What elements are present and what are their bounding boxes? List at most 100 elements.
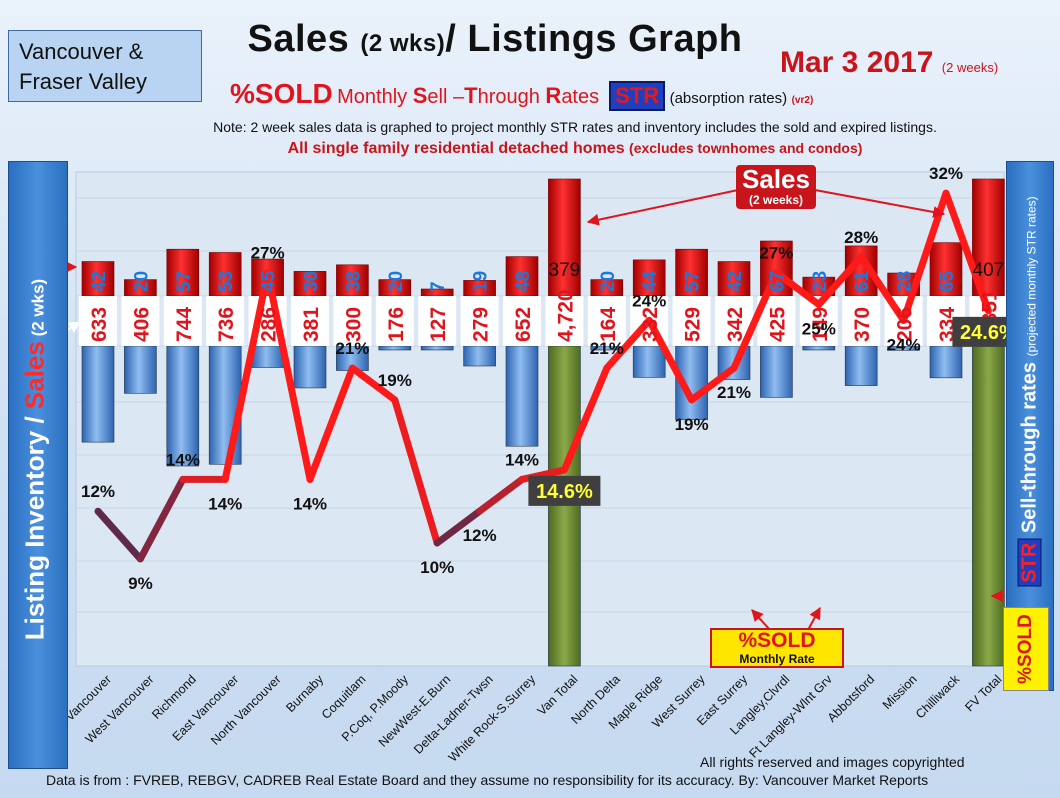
total-sales-label: 379: [549, 260, 581, 281]
sold-percent-label: 24%: [632, 291, 666, 310]
sales-label: 53: [216, 271, 237, 292]
sold-percent-label: 14%: [293, 494, 327, 513]
region-line-1: Vancouver &: [19, 39, 144, 64]
sales-bar: [293, 271, 327, 297]
sold-percent-label: 21%: [590, 339, 624, 358]
inventory-label-box: [545, 296, 584, 346]
sales-label: 48: [513, 271, 534, 292]
inventory-bar: [760, 345, 793, 398]
str-badge: STR: [609, 81, 666, 111]
sales-bar: [717, 261, 751, 297]
inventory-label-box: [333, 296, 372, 346]
sold-percent-label: 10%: [420, 558, 454, 577]
inventory-bar: [505, 345, 539, 447]
sold-percent-label: 21%: [717, 383, 751, 402]
sold-line-segment: [476, 475, 526, 515]
inventory-label-box: [587, 296, 626, 346]
sales-callout-arrow-right: [814, 189, 946, 218]
inventory-bar: [124, 345, 157, 394]
sales-label: 38: [343, 271, 364, 292]
inventory-bar: [208, 345, 242, 465]
inventory-label-box: [375, 296, 414, 346]
sold-percent-label: 12%: [463, 526, 497, 545]
sales-bar: [208, 252, 242, 297]
sales-bar: [929, 242, 963, 297]
sold-subtitle: %SOLD Monthly Sell –Through Rates STR (ab…: [230, 78, 814, 111]
inventory-label-box: [291, 296, 329, 346]
category-label: Mission: [880, 672, 920, 712]
sales-bar: [166, 248, 200, 297]
sold-line-segment: [603, 316, 653, 372]
sales-label: 23: [810, 271, 831, 292]
bars-layer: [79, 178, 1008, 667]
sold-percent-label: 14%: [505, 450, 539, 469]
copyright-text: All rights reserved and images copyright…: [700, 754, 965, 770]
sold-percent-label: 32%: [929, 164, 963, 183]
inventory-label-box: [121, 296, 160, 346]
inventory-bar: [632, 345, 666, 378]
right-axis-label: STR Sell-through rates (projected monthl…: [1017, 142, 1042, 642]
sales-bar: [675, 248, 708, 297]
legend-arrow-right: [807, 606, 821, 631]
sales-label: 19: [471, 271, 492, 292]
sales-label: 30: [301, 271, 322, 292]
sold-line-segment: [306, 364, 356, 483]
sales-label: 57: [174, 271, 195, 292]
sold-line-segment: [94, 507, 144, 563]
sold-percent-label: 27%: [251, 244, 285, 263]
inventory-label: 127: [427, 307, 450, 342]
total-sold-label: 24.6%: [960, 322, 1017, 344]
left-axis-label: Listing Inventory / Sales (2 wks): [19, 278, 50, 641]
inventory-label-box: [460, 296, 499, 346]
sold-percent-label: 14%: [166, 450, 200, 469]
sold-percent-label: 19%: [378, 371, 412, 390]
inventory-bar: [378, 345, 412, 351]
inventory-label: 206: [894, 307, 917, 342]
inventory-bar: [251, 345, 284, 368]
note-text: Note: 2 week sales data is graphed to pr…: [213, 119, 937, 135]
inventory-label: 286: [258, 307, 281, 342]
gridlines: [76, 197, 1004, 613]
left-axis-panel: [8, 161, 68, 769]
sold-line-segment: [221, 269, 272, 483]
sold-percent-label: 21%: [335, 339, 369, 358]
inventory-label: 633: [88, 307, 111, 342]
inventory-label: 529: [682, 307, 705, 342]
inventory-label: 149: [809, 307, 832, 342]
sold-line-segment: [730, 269, 780, 372]
total-inventory-bar: [548, 345, 581, 667]
sold-percent-label: 25%: [802, 320, 836, 339]
inventory-label-box: [672, 296, 711, 346]
inventory-label: 652: [512, 307, 535, 342]
sales-label: 44: [640, 270, 661, 292]
report-date: Mar 3 2017 (2 weeks): [780, 46, 999, 79]
sales-label: 20: [386, 271, 407, 292]
sold-percent-label: 24%: [887, 335, 921, 354]
total-sold-box: [528, 475, 601, 506]
sales-label: 57: [683, 271, 704, 292]
legend-arrow-left: [751, 609, 771, 631]
sales-label: 42: [89, 271, 110, 292]
sales-label: 61: [852, 270, 873, 292]
right-axis-panel: [1006, 161, 1054, 691]
inventory-label: 342: [724, 307, 747, 342]
sold-line-segment: [645, 316, 696, 404]
sales-label: 45: [259, 270, 280, 292]
source-text: Data is from : FVREB, REBGV, CADREB Real…: [46, 772, 929, 788]
sold-line-segment: [348, 364, 399, 404]
sales-label: 42: [725, 271, 746, 292]
sold-legend: %SOLD Monthly Rate: [710, 628, 844, 668]
sold-percent-label: 12%: [81, 482, 115, 501]
sold-line-segment: [391, 396, 441, 547]
inventory-label: 176: [385, 307, 408, 342]
sold-percent-label: 27%: [759, 244, 793, 263]
category-label: Ft Langley-Wlnt Grv: [746, 672, 835, 761]
sales-label: 20: [131, 271, 152, 292]
category-label: Burnaby: [283, 672, 326, 715]
inventory-label-box: [163, 296, 202, 346]
sales-callout: Sales (2 weeks): [736, 165, 816, 209]
total-sales-label: 407: [973, 260, 1005, 281]
category-label: FV Total: [962, 672, 1004, 714]
inventory-label-box: [418, 296, 457, 346]
